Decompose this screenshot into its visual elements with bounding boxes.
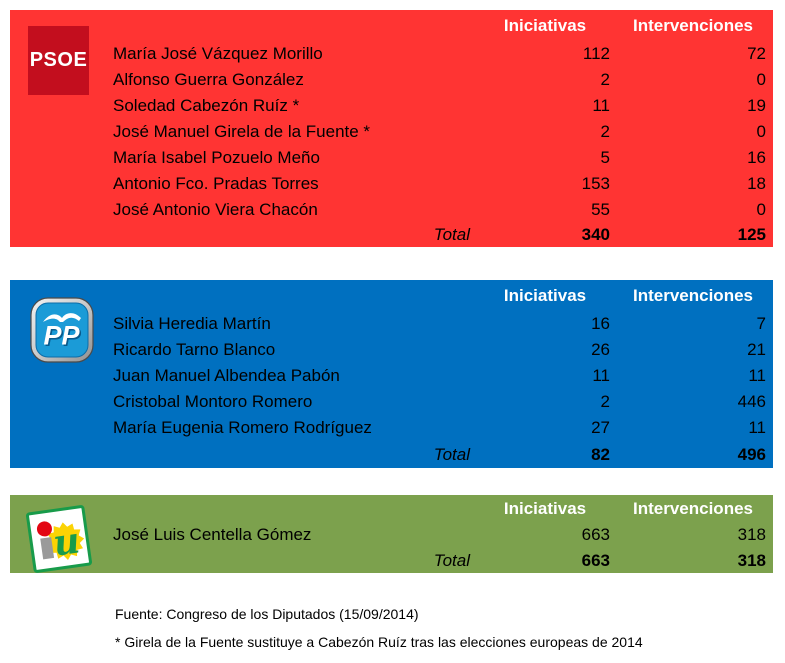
intervenciones-value: 318 [737,524,766,544]
member-row: Soledad Cabezón Ruíz * 11 19 [10,92,773,118]
col-header-intervenciones: Intervenciones [633,498,753,518]
member-name: Antonio Fco. Pradas Torres [113,173,319,193]
member-row: José Luis Centella Gómez 663 318 [10,521,773,547]
member-name: José Manuel Girela de la Fuente * [113,121,371,141]
member-name: Juan Manuel Albendea Pabón [113,365,340,385]
intervenciones-value: 19 [747,95,766,115]
total-row: Total 340 125 [10,222,773,247]
iniciativas-value: 11 [592,365,610,385]
col-header-iniciativas: Iniciativas [503,15,587,35]
member-row: Cristobal Montoro Romero 2 446 [10,388,773,414]
psoe-logo-text: PSOE [29,49,88,71]
pp-logo-icon: PP PP [30,297,94,363]
member-row: Alfonso Guerra González 2 0 [10,66,773,92]
iniciativas-value: 55 [591,199,610,219]
svg-text:PP: PP [43,321,80,351]
member-name: José Luis Centella Gómez [113,524,312,544]
table-header-row: Iniciativas Intervenciones [10,280,773,310]
col-header-intervenciones: Intervenciones [633,285,753,305]
member-row: José Antonio Viera Chacón 55 0 [10,196,773,222]
total-row: Total 82 496 [10,440,773,468]
psoe-table: PSOE Iniciativas Intervenciones María José… [10,10,773,247]
intervenciones-value: 0 [756,69,766,89]
member-row: Antonio Fco. Pradas Torres 153 18 [10,170,773,196]
total-label: Total [433,550,470,570]
total-label: Total [433,444,470,464]
member-name: Soledad Cabezón Ruíz * [113,95,300,115]
iniciativas-value: 16 [591,313,610,333]
member-name: María Eugenia Romero Rodríguez [113,417,372,437]
iniciativas-value: 2 [600,391,610,411]
total-intervenciones: 318 [737,550,766,570]
pp-rows: Iniciativas Intervenciones Silvia Heredia … [10,280,773,468]
intervenciones-value: 72 [747,43,766,63]
intervenciones-value: 446 [737,391,766,411]
member-name: Alfonso Guerra González [113,69,304,89]
member-name: Silvia Heredia Martín [113,313,271,333]
member-name: Ricardo Tarno Blanco [113,339,276,359]
total-iniciativas: 340 [581,225,610,244]
intervenciones-value: 7 [756,313,766,333]
footer-note: * Girela de la Fuente sustituye a Cabezó… [115,634,643,650]
table-header-row: Iniciativas Intervenciones [10,495,773,521]
iniciativas-value: 2 [600,121,610,141]
iniciativas-value: 153 [581,173,610,193]
member-name: María José Vázquez Morillo [113,43,323,63]
total-label: Total [433,225,470,244]
iu-table: u Iniciativas Intervenciones José Luis Cen… [10,495,773,573]
iniciativas-value: 27 [591,417,610,437]
member-name: José Antonio Viera Chacón [113,199,318,219]
intervenciones-value: 0 [756,199,766,219]
iu-rows: Iniciativas Intervenciones José Luis Cente… [10,495,773,573]
iniciativas-value: 663 [581,524,610,544]
intervenciones-value: 11 [748,417,766,437]
member-row: José Manuel Girela de la Fuente * 2 0 [10,118,773,144]
col-header-intervenciones: Intervenciones [633,15,753,35]
intervenciones-value: 18 [747,173,766,193]
member-row: Silvia Heredia Martín 16 7 [10,310,773,336]
iniciativas-value: 26 [591,339,610,359]
total-iniciativas: 663 [581,550,610,570]
iu-logo-icon: u [25,505,93,573]
total-iniciativas: 82 [591,444,610,464]
member-row: María Eugenia Romero Rodríguez 27 11 [10,414,773,440]
total-intervenciones: 125 [737,225,766,244]
col-header-iniciativas: Iniciativas [503,498,587,518]
iu-logo: u [22,497,94,586]
pp-table: PP PP Iniciativas Intervenciones Silvia He… [10,280,773,468]
intervenciones-value: 21 [747,339,766,359]
total-intervenciones: 496 [737,444,766,464]
svg-text:PP: PP [45,322,82,352]
member-row: Juan Manuel Albendea Pabón 11 11 [10,362,773,388]
footer-source: Fuente: Congreso de los Diputados (15/09… [115,606,419,622]
intervenciones-value: 0 [756,121,766,141]
iniciativas-value: 11 [592,95,610,115]
member-row: María Isabel Pozuelo Meño 5 16 [10,144,773,170]
pp-logo: PP PP [30,297,94,368]
svg-text:u: u [51,519,83,564]
member-name: Cristobal Montoro Romero [113,391,313,411]
table-header-row: Iniciativas Intervenciones [10,10,773,40]
intervenciones-value: 11 [748,365,766,385]
iniciativas-value: 112 [582,43,610,63]
member-name: María Isabel Pozuelo Meño [113,147,320,167]
member-row: Ricardo Tarno Blanco 26 21 [10,336,773,362]
intervenciones-value: 16 [747,147,766,167]
psoe-rows: Iniciativas Intervenciones María José Vázq… [10,10,773,247]
member-row: María José Vázquez Morillo 112 72 [10,40,773,66]
col-header-iniciativas: Iniciativas [503,285,587,305]
total-row: Total 663 318 [10,547,773,573]
iniciativas-value: 5 [600,147,610,167]
iniciativas-value: 2 [600,69,610,89]
psoe-logo: PSOE [28,26,89,95]
